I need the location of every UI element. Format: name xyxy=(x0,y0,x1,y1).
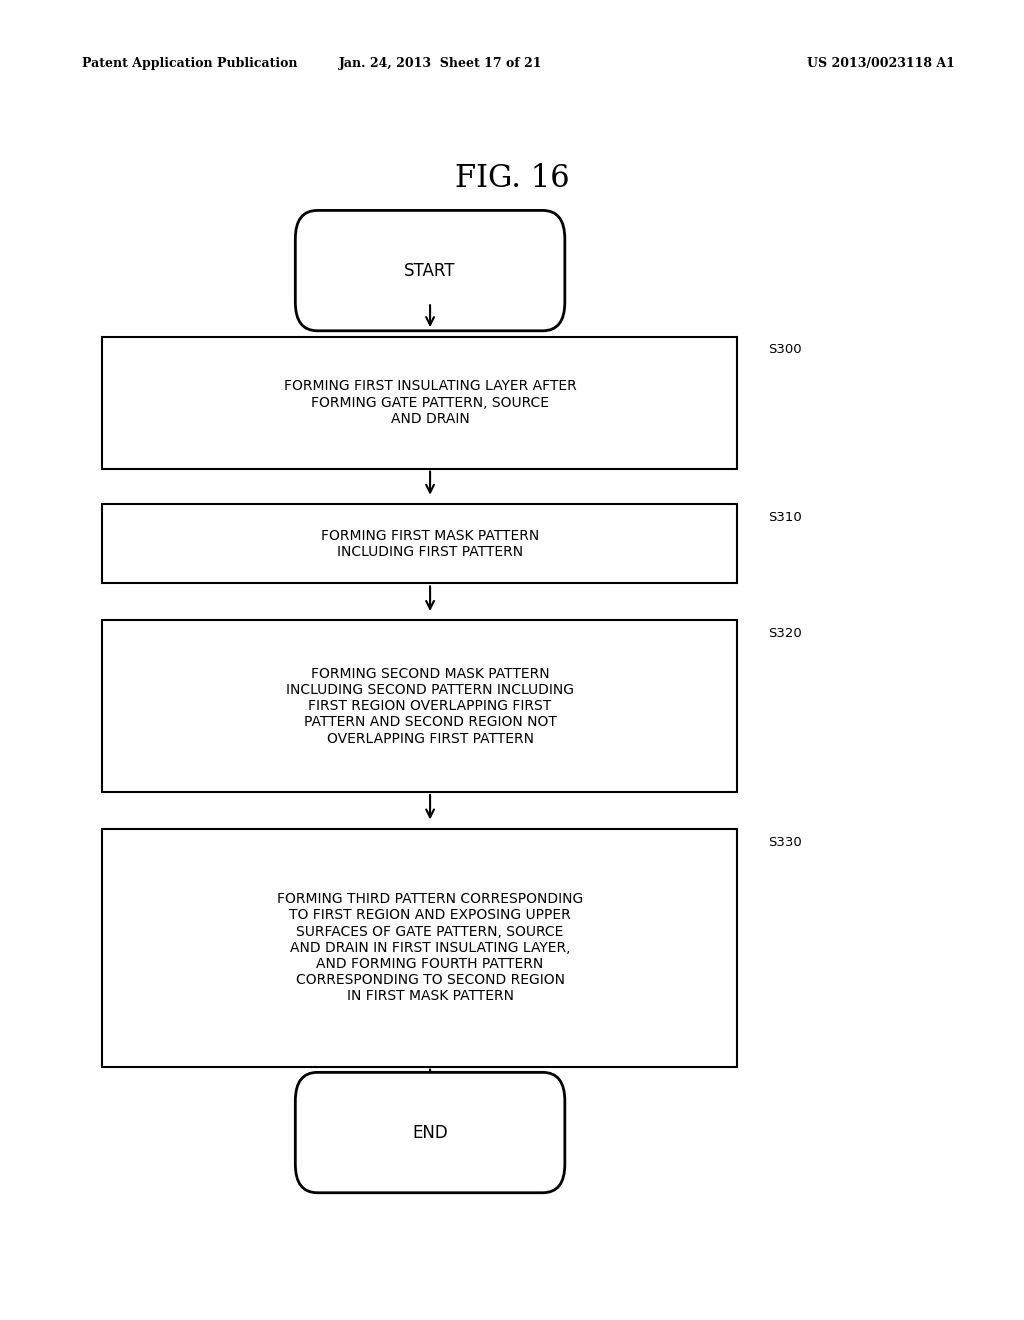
Text: END: END xyxy=(413,1123,447,1142)
Text: S320: S320 xyxy=(768,627,802,640)
Text: S300: S300 xyxy=(768,343,802,356)
Text: FORMING THIRD PATTERN CORRESPONDING
TO FIRST REGION AND EXPOSING UPPER
SURFACES : FORMING THIRD PATTERN CORRESPONDING TO F… xyxy=(276,892,584,1003)
Text: Jan. 24, 2013  Sheet 17 of 21: Jan. 24, 2013 Sheet 17 of 21 xyxy=(339,57,542,70)
Text: START: START xyxy=(404,261,456,280)
Text: FORMING FIRST MASK PATTERN
INCLUDING FIRST PATTERN: FORMING FIRST MASK PATTERN INCLUDING FIR… xyxy=(321,529,540,558)
Text: Patent Application Publication: Patent Application Publication xyxy=(82,57,297,70)
Text: FORMING SECOND MASK PATTERN
INCLUDING SECOND PATTERN INCLUDING
FIRST REGION OVER: FORMING SECOND MASK PATTERN INCLUDING SE… xyxy=(286,667,574,746)
Text: US 2013/0023118 A1: US 2013/0023118 A1 xyxy=(807,57,954,70)
Text: S310: S310 xyxy=(768,511,802,524)
Text: FIG. 16: FIG. 16 xyxy=(455,162,569,194)
Text: S330: S330 xyxy=(768,836,802,849)
Text: FORMING FIRST INSULATING LAYER AFTER
FORMING GATE PATTERN, SOURCE
AND DRAIN: FORMING FIRST INSULATING LAYER AFTER FOR… xyxy=(284,379,577,426)
